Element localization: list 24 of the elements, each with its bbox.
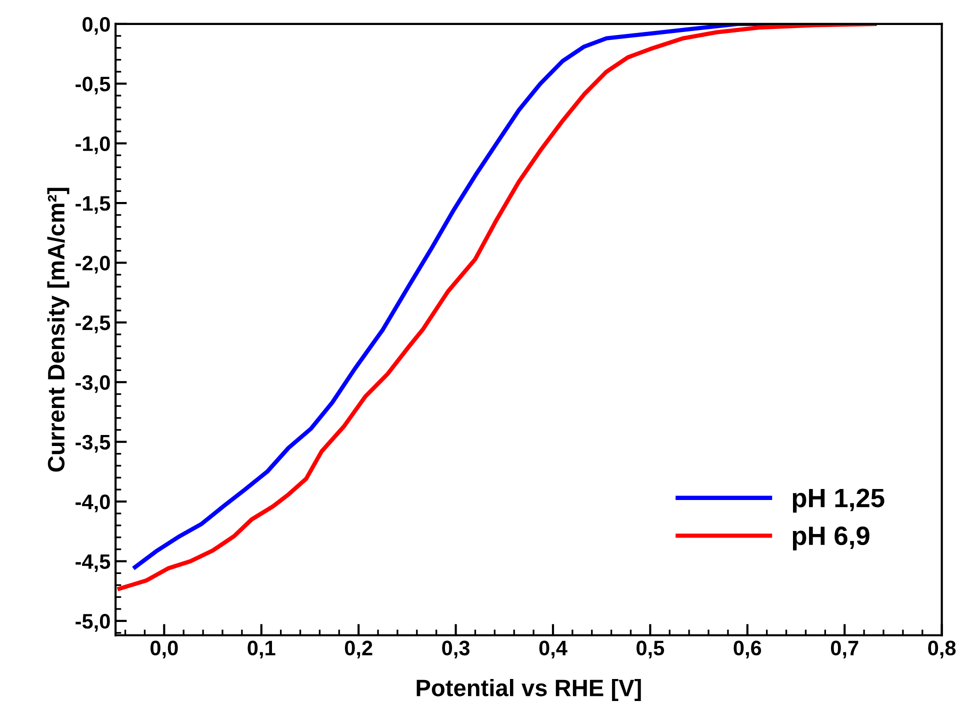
x-tick-label: 0,3	[442, 640, 470, 658]
y-axis-title: Current Density [mA/cm²]	[47, 188, 70, 472]
legend-label: pH 1,25	[792, 488, 884, 513]
y-tick-label: -3,0	[76, 375, 110, 393]
x-tick-label: 0,8	[928, 640, 956, 658]
y-tick-label: -2,0	[76, 256, 110, 274]
y-tick-label: -0,5	[76, 76, 110, 94]
x-tick-label: 0,7	[830, 640, 858, 658]
y-tick-label: -5,0	[76, 614, 110, 632]
x-axis-title: Potential vs RHE [V]	[416, 678, 641, 701]
y-tick-label: -2,5	[76, 315, 110, 334]
y-tick-label: -1,5	[76, 196, 110, 214]
legend-label: pH 6,9	[792, 526, 870, 550]
y-tick-label: 0,0	[82, 16, 110, 35]
y-tick-label: -1,0	[76, 136, 110, 154]
x-tick-label: 0,6	[734, 640, 762, 658]
y-tick-label: -4,5	[76, 554, 110, 572]
x-tick-label: 0,5	[636, 640, 664, 658]
x-tick-label: 0,0	[150, 640, 178, 658]
y-tick-label: -3,5	[76, 434, 110, 453]
x-tick-label: 0,2	[344, 640, 372, 658]
x-tick-label: 0,4	[539, 640, 568, 658]
x-tick-label: 0,1	[248, 640, 276, 658]
y-tick-label: -4,0	[76, 494, 110, 512]
